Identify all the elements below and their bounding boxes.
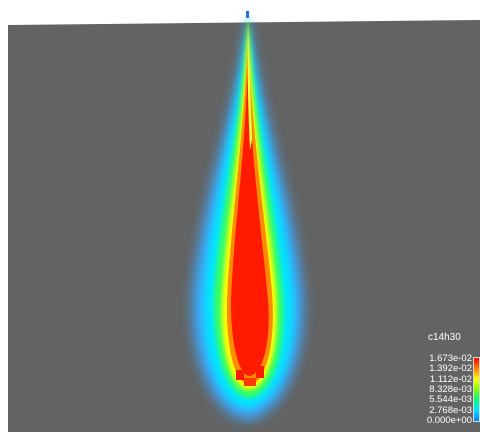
legend-tick-label: 8.328e-03 <box>429 383 472 395</box>
legend-tick-label: 0.000e+00 <box>426 414 472 426</box>
legend-tick-label: 5.544e-03 <box>429 394 472 406</box>
legend-tick-label: 1.392e-02 <box>429 363 472 375</box>
nozzle-tip <box>246 11 249 18</box>
legend-tick-label: 1.112e-02 <box>429 373 472 385</box>
legend-tick-label: 2.768e-03 <box>429 404 472 416</box>
legend-colorbar <box>473 357 480 422</box>
plume-layer-red <box>231 60 269 376</box>
legend-title: c14h30 <box>428 332 461 343</box>
legend-tick-label: 1.673e-02 <box>429 353 472 364</box>
plume-core-yellow <box>247 20 252 150</box>
plume-contours <box>192 11 304 420</box>
